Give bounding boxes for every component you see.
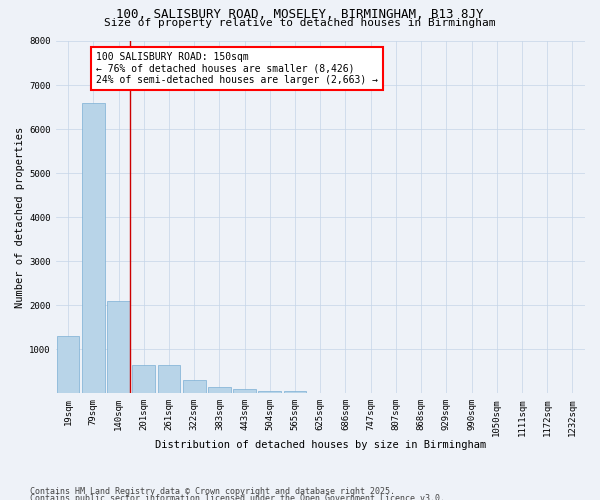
Bar: [158, 364, 181, 394]
Bar: [259, 391, 281, 394]
Bar: [57, 336, 79, 394]
X-axis label: Distribution of detached houses by size in Birmingham: Distribution of detached houses by size …: [155, 440, 486, 450]
Text: Size of property relative to detached houses in Birmingham: Size of property relative to detached ho…: [104, 18, 496, 28]
Y-axis label: Number of detached properties: Number of detached properties: [15, 126, 25, 308]
Bar: [233, 389, 256, 394]
Bar: [208, 386, 231, 394]
Bar: [82, 102, 104, 394]
Text: 100 SALISBURY ROAD: 150sqm
← 76% of detached houses are smaller (8,426)
24% of s: 100 SALISBURY ROAD: 150sqm ← 76% of deta…: [96, 52, 378, 85]
Bar: [183, 380, 206, 394]
Bar: [284, 391, 307, 394]
Text: Contains public sector information licensed under the Open Government Licence v3: Contains public sector information licen…: [30, 494, 445, 500]
Bar: [133, 364, 155, 394]
Bar: [107, 301, 130, 394]
Text: 100, SALISBURY ROAD, MOSELEY, BIRMINGHAM, B13 8JY: 100, SALISBURY ROAD, MOSELEY, BIRMINGHAM…: [116, 8, 484, 20]
Text: Contains HM Land Registry data © Crown copyright and database right 2025.: Contains HM Land Registry data © Crown c…: [30, 488, 395, 496]
